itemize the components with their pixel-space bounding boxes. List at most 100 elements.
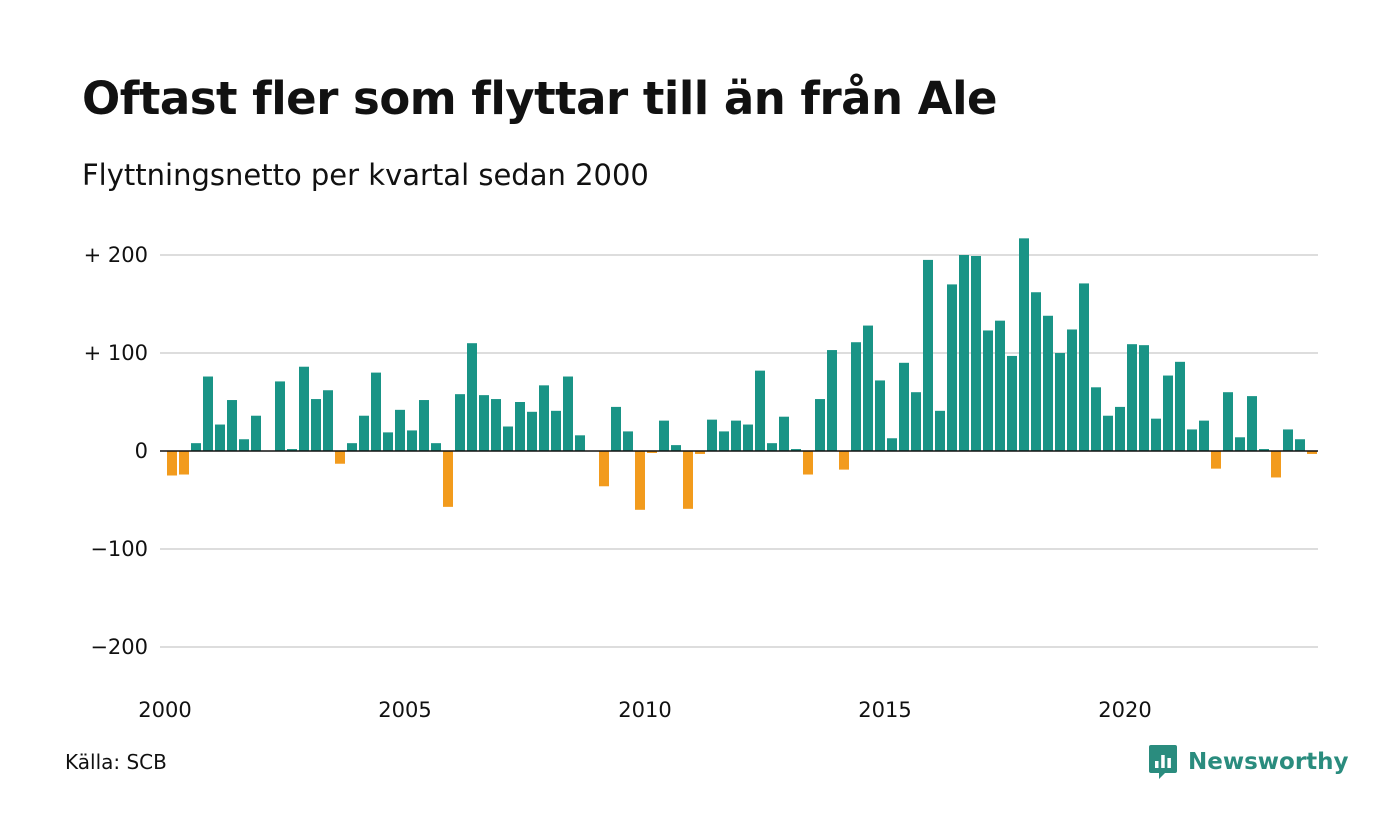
bar: [1307, 451, 1317, 454]
bar: [635, 451, 645, 510]
chart-subtitle: Flyttningsnetto per kvartal sedan 2000: [82, 158, 649, 192]
newsworthy-brand[interactable]: Newsworthy: [1148, 744, 1349, 780]
bar: [1139, 345, 1149, 451]
bar: [443, 451, 453, 507]
brand-name: Newsworthy: [1188, 749, 1349, 775]
bar: [191, 443, 201, 451]
x-tick-label: 2010: [618, 698, 671, 722]
y-axis-tick-labels: + 200 + 100 0 −100 −200: [84, 243, 148, 659]
y-tick-label: + 200: [84, 243, 148, 267]
bar: [503, 426, 513, 451]
chart-title: Oftast fler som flyttar till än från Ale: [82, 72, 998, 125]
bar: [755, 370, 765, 451]
bar: [911, 392, 921, 451]
newsworthy-logo-icon: [1149, 745, 1177, 779]
bar: [1271, 451, 1281, 478]
bar: [923, 259, 933, 451]
bar: [479, 395, 489, 451]
bar: [1199, 420, 1209, 451]
bar: [1163, 375, 1173, 451]
bar: [1235, 437, 1245, 451]
bar: [383, 432, 393, 451]
bar: [659, 420, 669, 451]
bar: [227, 400, 237, 451]
bar: [1175, 361, 1185, 451]
y-tick-label: 0: [135, 439, 148, 463]
bar: [167, 451, 177, 476]
bar: [611, 406, 621, 451]
bar: [1247, 396, 1257, 451]
bar: [623, 431, 633, 451]
bar: [179, 451, 189, 475]
bar: [515, 402, 525, 451]
bar: [575, 435, 585, 451]
y-tick-label: + 100: [84, 341, 148, 365]
bar: [683, 451, 693, 509]
bar: [1127, 344, 1137, 451]
bar: [395, 409, 405, 451]
bar: [1151, 418, 1161, 451]
bar: [863, 325, 873, 451]
bar: [899, 362, 909, 451]
bar: [1043, 315, 1053, 451]
bar: [371, 372, 381, 451]
bar: [815, 399, 825, 451]
bar: [347, 443, 357, 451]
bar: [527, 411, 537, 451]
bar: [707, 419, 717, 451]
bar: [767, 443, 777, 451]
bar: [599, 451, 609, 487]
bar: [1019, 238, 1029, 451]
bar: [803, 451, 813, 475]
bar: [731, 420, 741, 451]
bar: [563, 376, 573, 451]
bar: [947, 284, 957, 451]
bar: [671, 445, 681, 451]
bar: [491, 399, 501, 451]
bar: [1055, 353, 1065, 451]
bar: [887, 438, 897, 451]
x-tick-label: 2000: [138, 698, 191, 722]
bar: [1223, 392, 1233, 451]
bar: [1187, 429, 1197, 451]
y-tick-label: −200: [90, 635, 148, 659]
bar: [695, 451, 705, 454]
bar: [1283, 429, 1293, 451]
bar: [311, 399, 321, 451]
bar: [1067, 329, 1077, 451]
bar: [407, 430, 417, 451]
bar: [791, 449, 801, 451]
bar: [719, 431, 729, 451]
bar: [935, 410, 945, 451]
bar: [539, 385, 549, 451]
bar: [467, 343, 477, 451]
bar: [779, 416, 789, 451]
y-tick-label: −100: [90, 537, 148, 561]
bar: [851, 342, 861, 451]
bar-chart: + 200 + 100 0 −100 −200 2000 2005 2010 2015 2020: [84, 238, 1318, 722]
bar: [995, 320, 1005, 451]
bar: [647, 451, 657, 453]
x-axis-tick-labels: 2000 2005 2010 2015 2020: [138, 698, 1151, 722]
bar: [827, 350, 837, 451]
bar: [299, 366, 309, 451]
bar: [1259, 449, 1269, 451]
x-tick-label: 2015: [858, 698, 911, 722]
bar: [359, 415, 369, 451]
bar: [1211, 451, 1221, 469]
bar: [323, 390, 333, 451]
bar: [1079, 283, 1089, 451]
bar: [971, 255, 981, 451]
bar: [239, 439, 249, 451]
bar: [1091, 387, 1101, 451]
bar: [1295, 439, 1305, 451]
bar: [1115, 406, 1125, 451]
bar: [455, 394, 465, 451]
bar: [275, 381, 285, 451]
gridlines: [160, 254, 1318, 648]
bar: [287, 449, 297, 451]
source-note: Källa: SCB: [65, 750, 167, 774]
bar: [1007, 355, 1017, 451]
x-tick-label: 2005: [378, 698, 431, 722]
x-tick-label: 2020: [1098, 698, 1151, 722]
